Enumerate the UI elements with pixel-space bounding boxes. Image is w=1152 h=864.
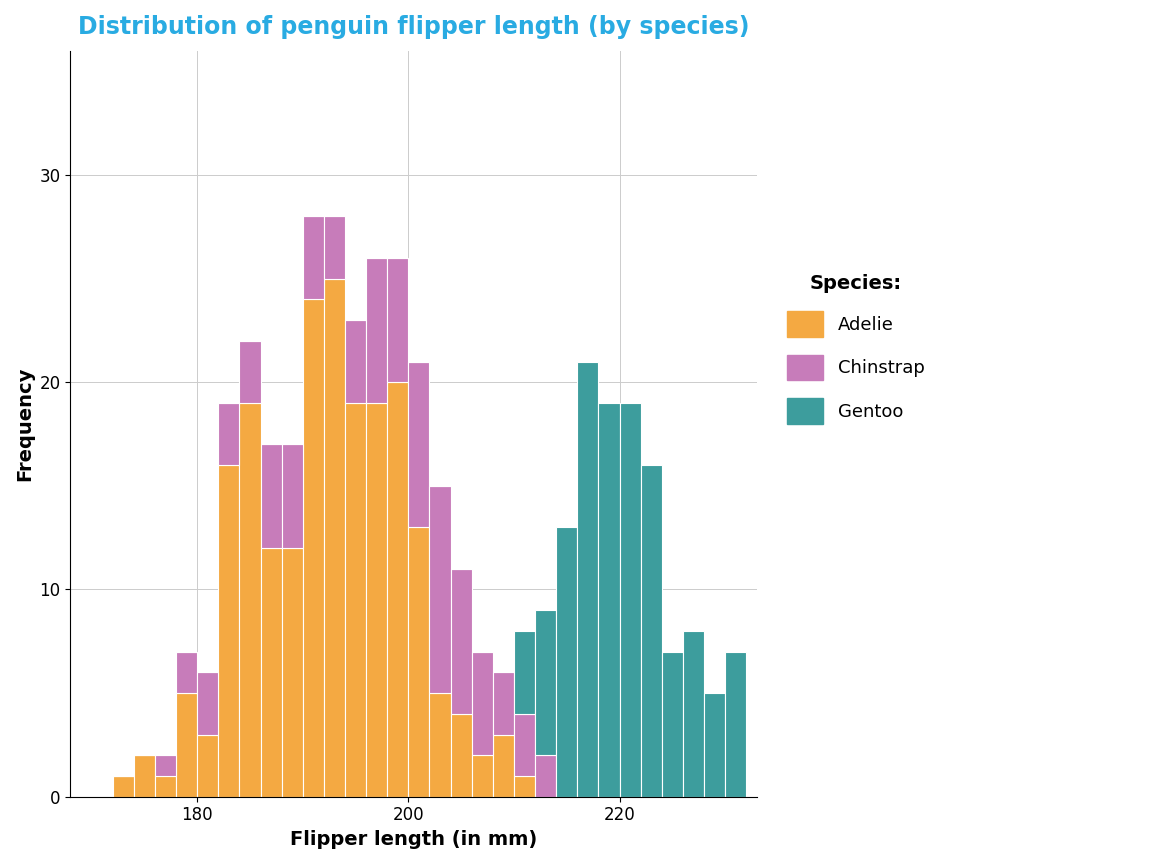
- Bar: [408, 361, 430, 527]
- Y-axis label: Frequency: Frequency: [15, 366, 35, 481]
- Bar: [662, 651, 683, 797]
- Bar: [134, 755, 154, 797]
- Bar: [281, 548, 303, 797]
- Bar: [493, 734, 514, 797]
- Bar: [240, 403, 260, 797]
- Bar: [324, 278, 344, 797]
- Legend: Adelie, Chinstrap, Gentoo: Adelie, Chinstrap, Gentoo: [773, 260, 939, 438]
- Bar: [303, 299, 324, 797]
- Bar: [556, 527, 577, 797]
- Bar: [218, 465, 240, 797]
- Bar: [387, 382, 408, 797]
- Bar: [450, 714, 471, 797]
- Bar: [430, 693, 450, 797]
- Bar: [514, 631, 535, 714]
- Bar: [240, 340, 260, 403]
- Bar: [366, 403, 387, 797]
- Bar: [197, 734, 218, 797]
- Bar: [535, 610, 556, 755]
- Bar: [324, 217, 344, 278]
- Bar: [726, 651, 746, 797]
- Title: Distribution of penguin flipper length (by species): Distribution of penguin flipper length (…: [78, 15, 750, 39]
- Bar: [599, 403, 620, 797]
- Bar: [704, 693, 726, 797]
- Bar: [281, 444, 303, 548]
- Bar: [154, 776, 176, 797]
- Bar: [218, 403, 240, 465]
- Bar: [471, 755, 493, 797]
- Bar: [450, 569, 471, 714]
- X-axis label: Flipper length (in mm): Flipper length (in mm): [290, 830, 537, 849]
- Bar: [344, 403, 366, 797]
- Bar: [471, 651, 493, 755]
- Bar: [430, 486, 450, 693]
- Bar: [683, 631, 704, 797]
- Bar: [535, 755, 556, 797]
- Bar: [387, 258, 408, 382]
- Bar: [154, 755, 176, 776]
- Bar: [303, 217, 324, 299]
- Bar: [641, 465, 662, 797]
- Bar: [260, 444, 281, 548]
- Bar: [577, 361, 599, 797]
- Bar: [493, 672, 514, 734]
- Bar: [176, 651, 197, 693]
- Bar: [620, 403, 641, 797]
- Bar: [366, 258, 387, 403]
- Bar: [197, 672, 218, 734]
- Bar: [113, 776, 134, 797]
- Bar: [514, 776, 535, 797]
- Bar: [344, 320, 366, 403]
- Bar: [408, 527, 430, 797]
- Bar: [514, 714, 535, 776]
- Bar: [260, 548, 281, 797]
- Bar: [176, 693, 197, 797]
